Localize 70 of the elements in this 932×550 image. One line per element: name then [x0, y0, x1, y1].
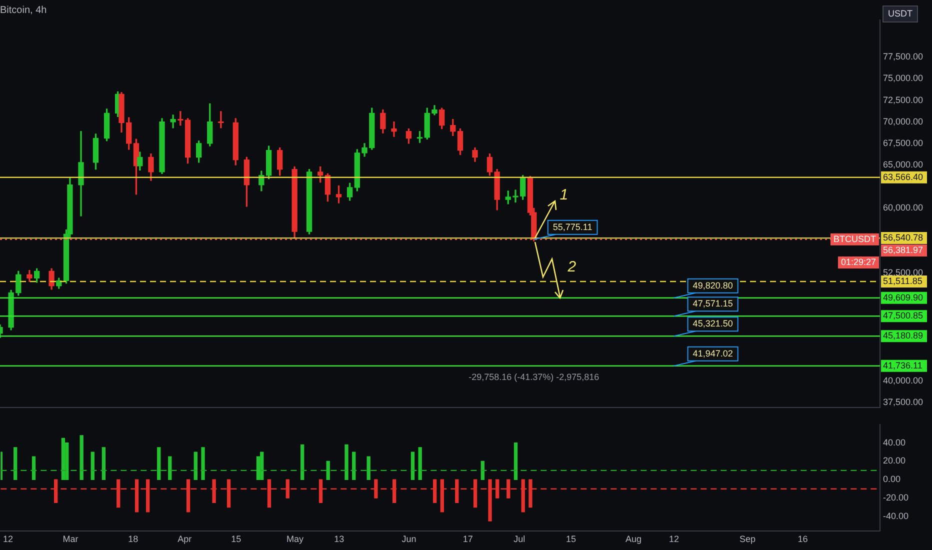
bar	[260, 452, 264, 480]
bar	[418, 447, 422, 480]
bar	[480, 460, 484, 480]
annotation: 47,571.15	[692, 298, 733, 309]
chart-title: Bitcoin, 4h	[0, 4, 47, 16]
bar	[326, 460, 330, 480]
annotation: 49,820.80	[692, 280, 733, 290]
annotation: 2	[566, 258, 577, 276]
annotation: BTCUSDT	[834, 234, 876, 244]
bar	[80, 435, 84, 480]
x-tick-label: Sep	[740, 534, 756, 544]
ref-line-label: 47,500.85	[883, 310, 924, 321]
annotation: 45,321.50	[692, 318, 733, 329]
bar	[201, 447, 205, 480]
x-tick-label: May	[286, 534, 304, 544]
x-tick-label: 18	[128, 534, 138, 544]
ref-line-label: 63,566.40	[883, 172, 924, 182]
bar	[352, 452, 356, 480]
y-tick-label: 40,000.00	[883, 375, 924, 386]
y-tick-label: 65,000.00	[883, 160, 924, 170]
x-tick-label: 13	[334, 534, 344, 544]
y-tick-label: 75,000.00	[883, 73, 924, 84]
x-tick-label: 12	[3, 534, 14, 544]
candlestick	[391, 122, 397, 137]
x-tick-label: Jun	[402, 534, 416, 544]
bar	[102, 447, 106, 480]
annotation: 1	[560, 186, 568, 204]
y-tick-label: 52,500.00	[883, 267, 924, 278]
ref-line-label: 56,381.97	[883, 245, 924, 256]
annotation: 55,775.11	[552, 222, 592, 232]
x-tick-label: Apr	[178, 534, 192, 544]
bar	[168, 456, 172, 480]
y-tick-label: -40.00	[883, 510, 909, 521]
x-tick-label: 15	[231, 534, 242, 544]
ref-line-label: 45,180.89	[883, 330, 924, 341]
candlestick	[170, 114, 176, 128]
y-tick-label: 60,000.00	[883, 202, 924, 213]
bar	[344, 444, 348, 480]
ref-line-label: 56,540.78	[883, 232, 924, 243]
y-tick-label: 72,500.00	[883, 94, 924, 105]
bar	[157, 447, 161, 480]
x-tick-label: 15	[566, 534, 576, 544]
annotation: 41,947.02	[692, 348, 733, 358]
y-tick-label: 77,500.00	[883, 52, 924, 62]
y-tick-label: 70,000.00	[883, 116, 924, 126]
x-tick-label: 17	[462, 534, 473, 544]
bar	[90, 452, 94, 480]
annotation: -29,758.16 (-41.37%) -2,975,816	[468, 372, 600, 382]
bar	[300, 444, 304, 480]
bar	[194, 452, 198, 480]
ref-line-label: 41,736.11	[883, 360, 922, 370]
y-tick-label: 37,500.00	[883, 396, 924, 407]
y-axis-title: USDT	[888, 8, 913, 18]
x-tick-label: Mar	[62, 534, 78, 544]
candlestick	[218, 111, 224, 128]
x-tick-label: Aug	[625, 534, 642, 544]
bar	[410, 452, 415, 480]
y-tick-label: 20.00	[883, 456, 906, 466]
y-tick-label: 67,500.00	[883, 138, 924, 148]
x-tick-label: Jul	[514, 534, 526, 544]
bar	[366, 456, 370, 480]
x-tick-label: 12	[668, 534, 679, 544]
x-tick-label: 16	[798, 534, 808, 544]
annotation: 01:29:27	[840, 257, 876, 268]
y-tick-label: 40.00	[883, 437, 906, 448]
ref-line-label: 49,609.90	[883, 292, 924, 302]
y-tick-label: -20.00	[883, 492, 909, 503]
ref-line-label: 51,511.85	[883, 276, 922, 286]
bar	[514, 442, 518, 480]
y-tick-label: 0.00	[883, 474, 901, 484]
